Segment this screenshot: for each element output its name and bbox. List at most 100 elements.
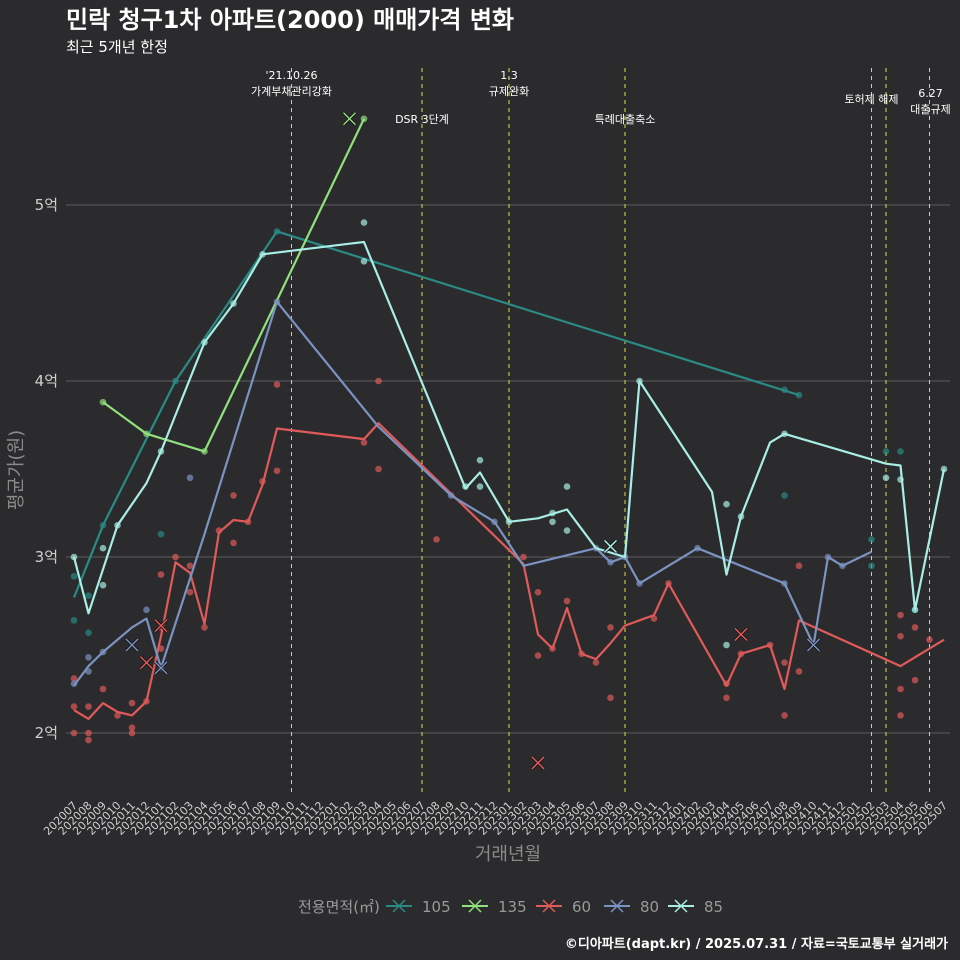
source-caption: ©디아파트(dapt.kr) / 2025.07.31 / 자료=국토교통부 실… (565, 936, 948, 952)
series-line (72, 230, 800, 598)
event-label: 6.27 대출규제 (910, 87, 950, 116)
data-point (375, 465, 382, 473)
y-tick-label: 3억 (35, 548, 58, 566)
legend-key-cross (610, 899, 624, 913)
data-point-cross (734, 627, 748, 641)
data-point (85, 592, 92, 600)
data-point (563, 597, 571, 605)
data-point (926, 636, 933, 644)
data-point (230, 492, 237, 499)
data-point (157, 530, 165, 538)
data-point (650, 615, 658, 622)
event-label-line: 대출규제 (910, 103, 950, 116)
event-label-line: 6.27 (918, 87, 943, 100)
data-point (360, 219, 368, 226)
y-axis-ticks: 2억 3억 4억 5억 (35, 196, 58, 742)
data-point (70, 573, 78, 580)
data-point (723, 500, 730, 508)
data-point (723, 641, 730, 649)
data-point (172, 553, 179, 561)
data-point (781, 492, 788, 499)
data-point-cross (603, 539, 618, 553)
y-axis-title: 평균가(원) (6, 430, 27, 510)
data-point (85, 703, 92, 710)
y-tick-label: 5억 (35, 196, 58, 214)
data-point (273, 381, 281, 388)
data-point-cross (154, 619, 168, 633)
series-line (102, 118, 365, 453)
event-label-line: 1.3 (500, 69, 518, 82)
data-point (723, 694, 730, 702)
data-point (607, 624, 614, 631)
data-point-cross (125, 638, 139, 652)
event-label: DSR 3단계 (395, 113, 449, 126)
data-point (563, 483, 571, 490)
data-point (201, 624, 208, 631)
event-label-line: 가계부채관리강화 (251, 85, 332, 98)
data-point (70, 675, 78, 682)
legend-title: 전용면적(㎡) (298, 898, 380, 916)
data-point (563, 527, 571, 534)
event-label-line: 특례대출축소 (595, 113, 656, 126)
data-point-cross (531, 756, 545, 770)
data-point (70, 703, 78, 710)
event-label: 1.3 규제완화 (489, 69, 529, 98)
data-point (534, 652, 542, 659)
data-point (549, 518, 556, 526)
data-point (85, 654, 92, 661)
data-point (534, 588, 542, 596)
data-series (70, 111, 948, 770)
legend-label: 85 (704, 898, 723, 916)
data-point (897, 611, 904, 619)
chart-title: 민락 청구1차 아파트(2000) 매매가격 변화 (66, 6, 514, 34)
data-point (781, 712, 788, 719)
data-point (99, 581, 107, 589)
legend-label: 80 (640, 898, 659, 916)
data-point (70, 617, 78, 624)
x-axis-title: 거래년월 (475, 844, 541, 865)
event-label: 특례대출축소 (595, 113, 656, 126)
data-point (128, 699, 136, 707)
data-point (897, 632, 904, 640)
data-point (897, 685, 904, 693)
data-point (795, 668, 803, 675)
data-point (781, 659, 788, 666)
data-point (911, 624, 919, 631)
legend: 전용면적(㎡) 105 135 60 80 85 (298, 898, 723, 916)
data-point (868, 536, 875, 543)
data-point (476, 483, 484, 490)
data-point (868, 562, 875, 570)
data-point (157, 571, 165, 578)
data-point (85, 729, 92, 737)
data-point (433, 536, 440, 543)
legend-key-cross (674, 899, 688, 913)
series-80 (70, 298, 872, 688)
data-point (273, 467, 281, 475)
data-point (85, 629, 92, 636)
data-point (882, 474, 890, 482)
series-85 (70, 219, 948, 649)
data-point (114, 712, 121, 719)
data-point-cross (806, 638, 821, 652)
data-point (375, 377, 382, 385)
series-line (72, 240, 946, 615)
data-point (360, 439, 368, 446)
data-point (99, 685, 107, 693)
data-point (360, 258, 368, 265)
data-point (128, 729, 136, 737)
data-point (897, 712, 904, 719)
event-label: '21.10.26 가계부채관리강화 (251, 69, 332, 98)
data-point (186, 474, 194, 482)
chart-subtitle: 최근 5개년 한정 (66, 38, 168, 56)
data-point (607, 694, 614, 702)
data-point (85, 736, 92, 744)
data-point (230, 539, 237, 547)
x-axis-ticks: 2020072020082020092020102020112020122021… (41, 799, 950, 838)
event-label-line: 규제완화 (489, 85, 529, 98)
data-point-cross (342, 112, 357, 126)
event-label-line: 토허제 해제 (844, 92, 898, 106)
y-tick-label: 4억 (35, 372, 58, 390)
